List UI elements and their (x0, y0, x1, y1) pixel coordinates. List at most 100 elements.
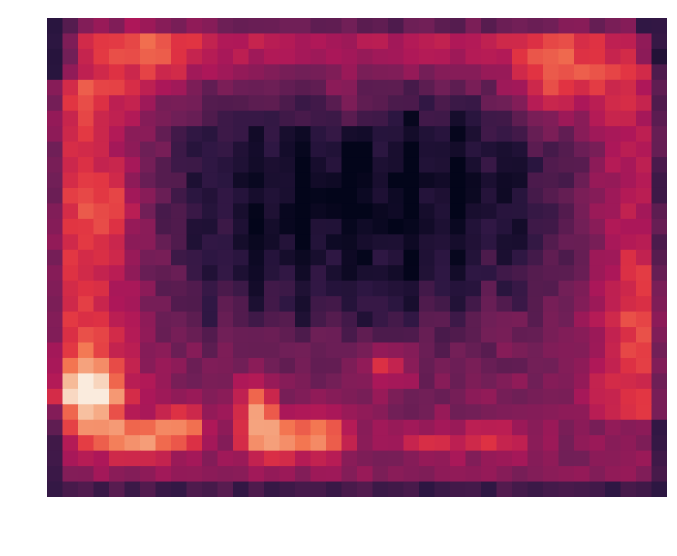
heatmap-cell (279, 218, 296, 235)
heatmap-cell (527, 33, 544, 50)
heatmap-cell (186, 280, 203, 297)
heatmap-cell (357, 450, 374, 467)
heatmap-cell (512, 419, 529, 436)
heatmap-cell (279, 126, 296, 143)
heatmap-cell (574, 95, 591, 112)
heatmap-cell (605, 110, 622, 127)
heatmap-cell (78, 218, 95, 235)
heatmap-cell (171, 141, 188, 158)
heatmap-cell (558, 157, 575, 174)
heatmap-cell (372, 466, 389, 483)
heatmap-cell (248, 141, 265, 158)
heatmap-cell (388, 280, 405, 297)
heatmap-cell (512, 249, 529, 266)
heatmap-cell (651, 419, 667, 436)
heatmap-cell (620, 187, 637, 205)
heatmap-cell (357, 95, 374, 112)
heatmap-cell (574, 64, 591, 81)
heatmap-cell (589, 419, 606, 436)
heatmap-cell (450, 481, 467, 497)
heatmap-cell (403, 280, 420, 297)
heatmap-cell (574, 435, 591, 452)
heatmap-cell (124, 79, 141, 96)
heatmap-cell (558, 435, 575, 452)
heatmap-cell (496, 95, 513, 112)
heatmap-cell (140, 33, 157, 50)
heatmap-cell (62, 203, 79, 220)
heatmap-cell (496, 435, 513, 452)
heatmap-cell (357, 481, 374, 497)
heatmap-cell (155, 419, 172, 436)
heatmap-cell (465, 141, 482, 158)
heatmap-cell (78, 419, 95, 436)
heatmap-cell (450, 450, 467, 467)
heatmap-cell (155, 18, 172, 35)
heatmap-cell (620, 450, 637, 467)
heatmap-cell (155, 172, 172, 189)
heatmap-cell (496, 388, 513, 405)
heatmap-cell (620, 234, 637, 251)
heatmap-cell (248, 265, 265, 282)
heatmap-cell (279, 435, 296, 452)
heatmap-cell (186, 234, 203, 251)
heatmap-cell (372, 342, 389, 359)
heatmap-cell (78, 234, 95, 251)
heatmap-cell (388, 126, 405, 143)
heatmap-cell (589, 33, 606, 50)
heatmap-cell (419, 110, 436, 127)
heatmap-cell (124, 126, 141, 143)
heatmap-cell (636, 280, 653, 297)
heatmap-cell (326, 249, 343, 266)
heatmap-cell (186, 373, 203, 390)
heatmap-cell (140, 435, 157, 452)
heatmap-cell (93, 419, 110, 436)
heatmap-cell (326, 126, 343, 143)
heatmap-cell (217, 481, 234, 497)
heatmap-cell (403, 419, 420, 436)
heatmap-cell (171, 234, 188, 251)
heatmap-cell (372, 157, 389, 174)
heatmap-cell (217, 95, 234, 112)
heatmap-cell (341, 265, 358, 282)
heatmap-cell (574, 110, 591, 127)
heatmap-cell (496, 141, 513, 158)
heatmap-cell (434, 33, 451, 50)
heatmap-cell (326, 48, 343, 65)
heatmap-cell (512, 187, 529, 205)
heatmap-cell (233, 172, 250, 189)
heatmap-cell (558, 172, 575, 189)
heatmap-cell (636, 419, 653, 436)
heatmap-cell (512, 450, 529, 467)
heatmap-cell (450, 187, 467, 205)
heatmap-cell (527, 187, 544, 205)
heatmap-cell (93, 79, 110, 96)
heatmap-cell (124, 203, 141, 220)
heatmap-cell (388, 373, 405, 390)
heatmap-cell (450, 296, 467, 313)
heatmap-cell (310, 342, 327, 359)
heatmap-cell (589, 481, 606, 497)
heatmap-cell (186, 450, 203, 467)
heatmap-cell (527, 296, 544, 313)
heatmap-cell (419, 327, 436, 344)
heatmap-cell (574, 280, 591, 297)
heatmap-cell (388, 357, 405, 374)
heatmap-cell (62, 357, 79, 374)
heatmap-cell (481, 280, 498, 297)
heatmap-cell (388, 342, 405, 359)
heatmap-cell (589, 110, 606, 127)
heatmap-cell (341, 466, 358, 483)
heatmap-cell (388, 388, 405, 405)
heatmap-cell (140, 327, 157, 344)
heatmap-cell (295, 466, 312, 483)
heatmap-cell (78, 95, 95, 112)
heatmap-cell (310, 187, 327, 205)
heatmap-cell (636, 203, 653, 220)
heatmap-cell (171, 18, 188, 35)
heatmap-cell (326, 141, 343, 158)
heatmap-cell (388, 218, 405, 235)
heatmap-cell (78, 435, 95, 452)
heatmap-cell (279, 450, 296, 467)
heatmap-cell (310, 357, 327, 374)
heatmap-cell (481, 435, 498, 452)
